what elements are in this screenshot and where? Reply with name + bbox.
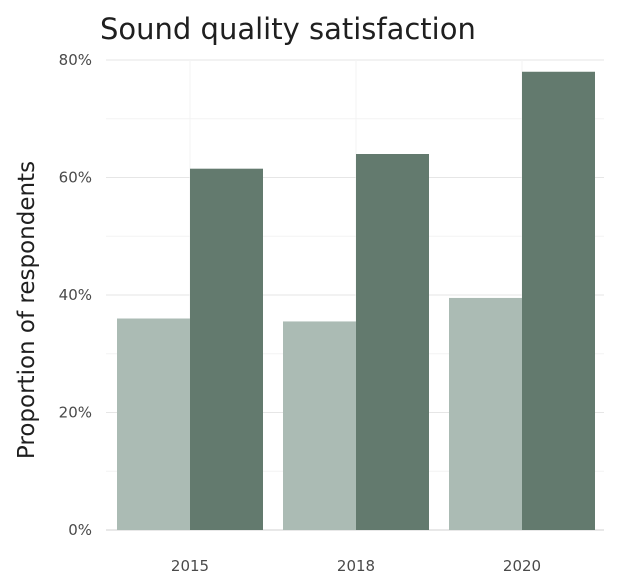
x-tick-label: 2018 [337,557,375,575]
y-tick-label: 60% [59,169,92,187]
y-tick-label: 40% [59,286,92,304]
y-tick-label: 0% [68,521,92,539]
bar-2015-series-1 [117,318,190,530]
x-tick-label: 2015 [171,557,209,575]
bar-2018-series-2 [356,154,429,530]
bars [117,71,595,530]
chart-title: Sound quality satisfaction [100,12,476,46]
y-tick-labels: 0% 20% 40% 60% 80% [59,51,92,539]
y-axis-label-group: Proportion of respondents [14,161,40,459]
bar-2015-series-2 [190,168,263,530]
y-axis-label: Proportion of respondents [14,161,40,459]
bar-2018-series-1 [283,321,356,530]
bar-2020-series-1 [449,297,522,530]
x-tick-label: 2020 [503,557,541,575]
y-tick-label: 80% [59,51,92,69]
y-tick-label: 20% [59,404,92,422]
bar-2020-series-2 [522,71,595,530]
x-tick-labels: 2015 2018 2020 [171,557,541,575]
